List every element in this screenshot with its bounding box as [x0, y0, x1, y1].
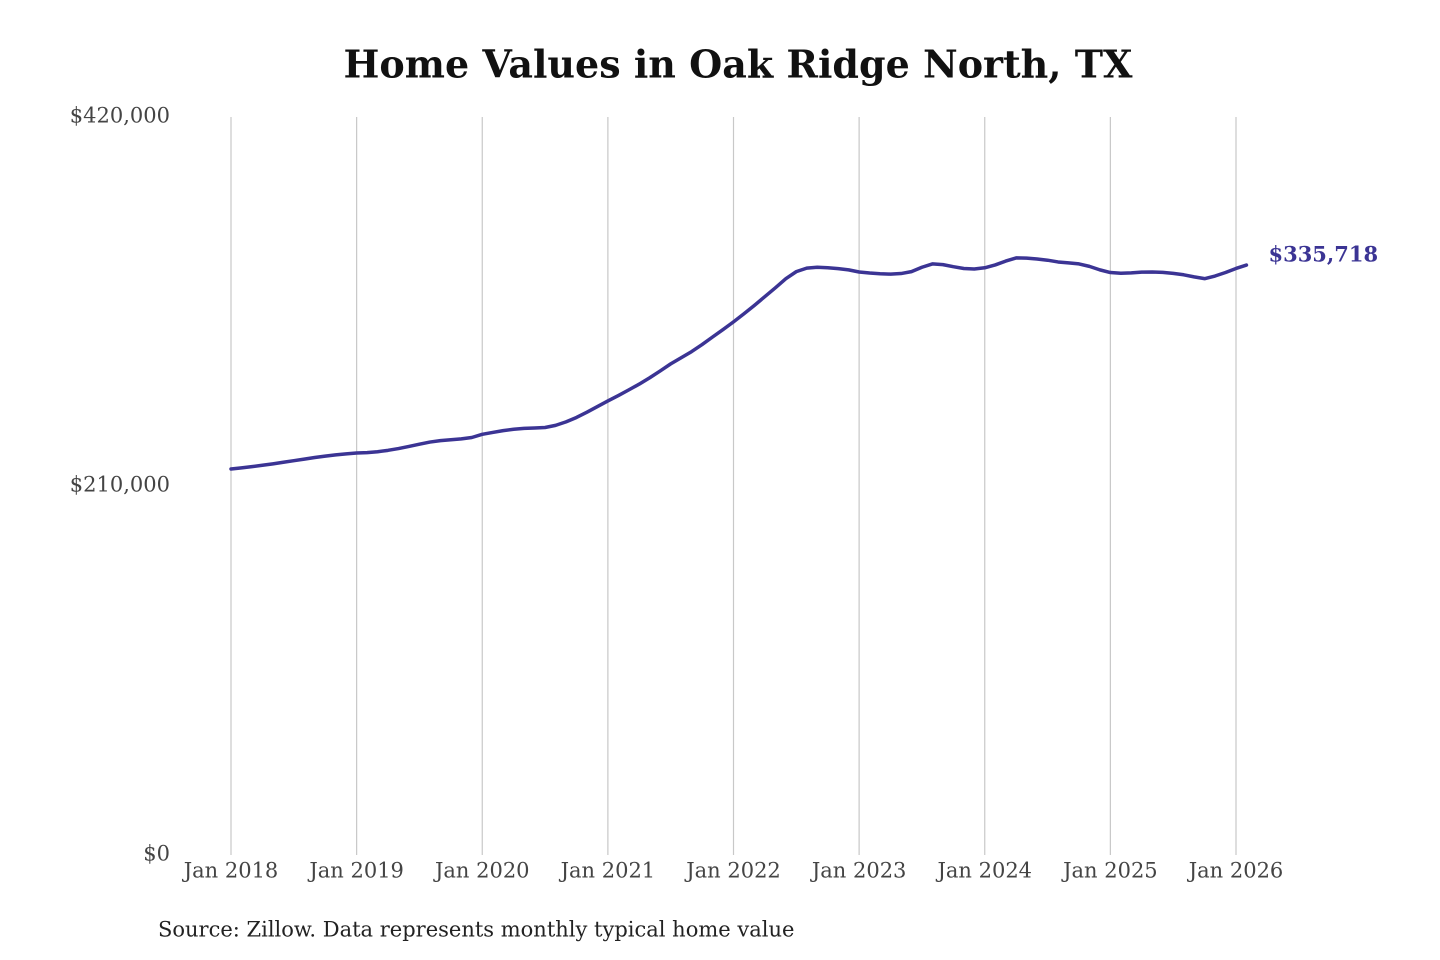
- source-note: Source: Zillow. Data represents monthly …: [158, 918, 794, 942]
- chart-title: Home Values in Oak Ridge North, TX: [344, 42, 1133, 87]
- x-tick-label: Jan 2021: [559, 859, 656, 883]
- series-line: [229, 256, 1249, 471]
- x-tick-label: Jan 2022: [684, 859, 781, 883]
- x-tick-label: Jan 2025: [1061, 859, 1158, 883]
- end-value-label: $335,718: [1268, 242, 1378, 267]
- x-tick-label: Jan 2024: [935, 859, 1032, 883]
- x-tick-label: Jan 2023: [810, 859, 907, 883]
- x-tick-label: Jan 2019: [307, 859, 404, 883]
- y-tick-label: $420,000: [70, 104, 170, 128]
- x-tick-label: Jan 2020: [433, 859, 530, 883]
- y-tick-label: $210,000: [70, 473, 170, 497]
- y-tick-label: $0: [143, 842, 170, 866]
- x-tick-label: Jan 2018: [182, 859, 279, 883]
- x-tick-label: Jan 2026: [1187, 859, 1284, 883]
